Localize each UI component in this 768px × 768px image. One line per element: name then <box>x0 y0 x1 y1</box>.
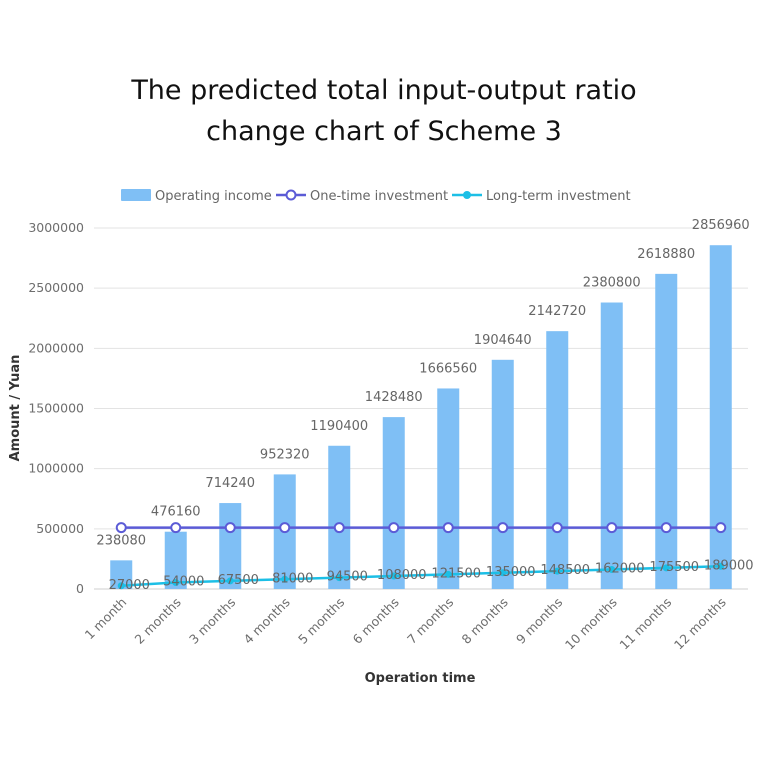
bar <box>546 331 569 589</box>
bar-value-label: 476160 <box>151 505 201 520</box>
long-term-investment-point <box>390 572 398 580</box>
one-time-investment-point <box>660 522 672 534</box>
bar-value-label: 952320 <box>260 447 310 462</box>
long-term-investment-point <box>662 564 670 572</box>
legend-label-operating-income: Operating income <box>155 189 272 204</box>
x-tick-label: 5 months <box>295 595 347 647</box>
bar <box>328 445 351 589</box>
one-time-investment-point <box>224 522 236 534</box>
bar <box>600 302 623 589</box>
x-tick-label: 2 months <box>132 595 184 647</box>
bar <box>655 273 678 589</box>
long-term-value-label: 148500 <box>540 563 590 578</box>
long-term-value-label: 67500 <box>218 573 259 588</box>
x-tick-label: 9 months <box>513 595 565 647</box>
x-tick-label: 10 months <box>562 595 620 653</box>
long-term-value-label: 135000 <box>486 565 536 580</box>
x-tick-label: 8 months <box>459 595 511 647</box>
long-term-value-label: 81000 <box>272 571 313 586</box>
legend-swatch-long-term-investment-marker <box>463 191 471 199</box>
long-term-value-label: 162000 <box>595 562 645 577</box>
legend-label-long-term-investment: Long-term investment <box>486 189 631 204</box>
one-time-investment-point <box>497 522 509 534</box>
bar-value-label: 1904640 <box>474 333 532 348</box>
bars <box>110 245 732 590</box>
bar-value-label: 714240 <box>205 476 255 491</box>
long-term-investment-point <box>499 569 507 577</box>
legend: Operating income One-time investment Lon… <box>121 189 631 204</box>
long-term-value-label: 94500 <box>327 570 368 585</box>
x-tick-label: 4 months <box>241 595 293 647</box>
grid <box>94 227 748 590</box>
bar <box>709 245 732 590</box>
bar <box>164 531 187 589</box>
long-term-investment-point <box>717 562 725 570</box>
y-axis: 0 500000 1000000 1500000 2000000 2500000 30000… <box>28 220 84 596</box>
bar-value-label: 2380800 <box>583 276 641 291</box>
lines <box>115 522 727 590</box>
x-tick-label: 7 months <box>404 595 456 647</box>
y-tick-label: 3000000 <box>28 220 84 235</box>
bar-value-label: 238080 <box>96 533 146 548</box>
y-tick-label: 1500000 <box>28 401 84 416</box>
long-term-investment-point <box>608 566 616 574</box>
long-term-value-label: 175500 <box>649 560 699 575</box>
x-tick-label: 3 months <box>186 595 238 647</box>
bar <box>219 503 242 589</box>
one-time-investment-point <box>715 522 727 534</box>
y-tick-label: 1000000 <box>28 461 84 476</box>
long-term-investment-point <box>117 582 125 590</box>
one-time-investment-point <box>170 522 182 534</box>
y-tick-label: 2000000 <box>28 340 84 355</box>
long-term-value-label: 27000 <box>109 578 150 593</box>
one-time-investment-point <box>388 522 400 534</box>
long-term-investment-point <box>172 579 180 587</box>
long-term-value-label: 189000 <box>704 558 754 573</box>
x-axis-title: Operation time <box>365 671 476 686</box>
bar <box>437 388 460 589</box>
legend-label-one-time-investment: One-time investment <box>310 189 448 204</box>
bar <box>491 359 514 589</box>
long-term-value-label: 54000 <box>163 575 204 590</box>
y-tick-label: 0 <box>76 581 84 596</box>
y-tick-label: 2500000 <box>28 280 84 295</box>
one-time-investment-point <box>279 522 291 534</box>
x-tick-label: 1 month <box>82 595 130 643</box>
chart-title-line-1: The predicted total input-output ratio <box>130 75 636 106</box>
y-tick-label: 500000 <box>36 521 84 536</box>
one-time-investment-point <box>606 522 618 534</box>
one-time-investment-point <box>115 522 127 534</box>
bar <box>110 560 133 589</box>
bar <box>382 417 405 589</box>
long-term-investment-point <box>281 575 289 583</box>
one-time-investment-point <box>551 522 563 534</box>
x-tick-label: 6 months <box>350 595 402 647</box>
bar-value-label: 2856960 <box>692 218 750 233</box>
x-tick-label: 11 months <box>616 595 674 653</box>
one-time-investment-point <box>333 522 345 534</box>
one-time-investment-point <box>442 522 454 534</box>
x-tick-label: 12 months <box>671 595 729 653</box>
bar-value-label: 2142720 <box>528 304 586 319</box>
bar-value-label: 2618880 <box>637 247 695 262</box>
long-term-value-label: 121500 <box>431 566 481 581</box>
legend-swatch-one-time-investment-marker <box>285 189 297 201</box>
long-term-investment-point <box>444 570 452 578</box>
x-axis: 1 month 2 months 3 months 4 months 5 months 6… <box>82 595 729 653</box>
bar-value-label: 1428480 <box>365 390 423 405</box>
chart-title-line-2: change chart of Scheme 3 <box>206 116 562 147</box>
long-term-investment-point <box>226 577 234 585</box>
bar-value-label: 1666560 <box>419 361 477 376</box>
bar-value-label: 1190400 <box>310 419 368 434</box>
long-term-investment-point <box>553 567 561 575</box>
legend-swatch-operating-income <box>121 189 151 201</box>
long-term-investment-line <box>121 565 721 587</box>
long-term-value-label: 108000 <box>377 568 427 583</box>
long-term-investment-point <box>335 574 343 582</box>
y-axis-title: Amount / Yuan <box>8 355 23 462</box>
